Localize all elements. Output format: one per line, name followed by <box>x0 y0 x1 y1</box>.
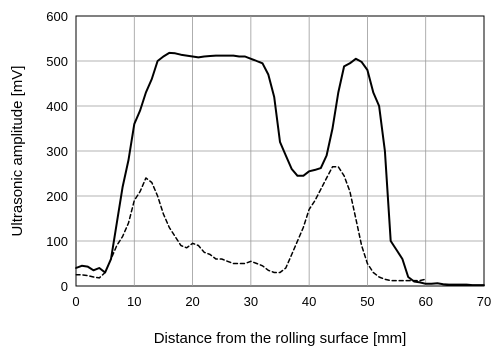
y-axis-label: Ultrasonic amplitude [mV] <box>9 66 26 237</box>
y-tick-label: 0 <box>61 279 68 294</box>
y-tick-label: 200 <box>46 189 68 204</box>
dashed-series-line <box>75 166 427 282</box>
y-tick-label: 600 <box>46 9 68 24</box>
x-tick-label: 30 <box>244 294 258 309</box>
y-tick-label: 300 <box>46 144 68 159</box>
x-tick-label: 60 <box>418 294 432 309</box>
solid-series-line <box>75 51 485 287</box>
y-tick-label: 500 <box>46 54 68 69</box>
x-tick-label: 50 <box>360 294 374 309</box>
x-tick-label: 10 <box>127 294 141 309</box>
tick-labels: 0 10 20 30 40 50 60 70 0 100 200 300 400 500 600 <box>46 9 491 309</box>
y-tick-label: 400 <box>46 99 68 114</box>
x-tick-label: 0 <box>72 294 79 309</box>
series-lines <box>75 51 485 287</box>
x-tick-label: 20 <box>185 294 199 309</box>
y-tick-label: 100 <box>46 234 68 249</box>
x-axis-label: Distance from the rolling surface [mm] <box>154 330 407 347</box>
x-tick-label: 70 <box>477 294 491 309</box>
grid-lines <box>76 16 484 286</box>
x-tick-label: 40 <box>302 294 316 309</box>
